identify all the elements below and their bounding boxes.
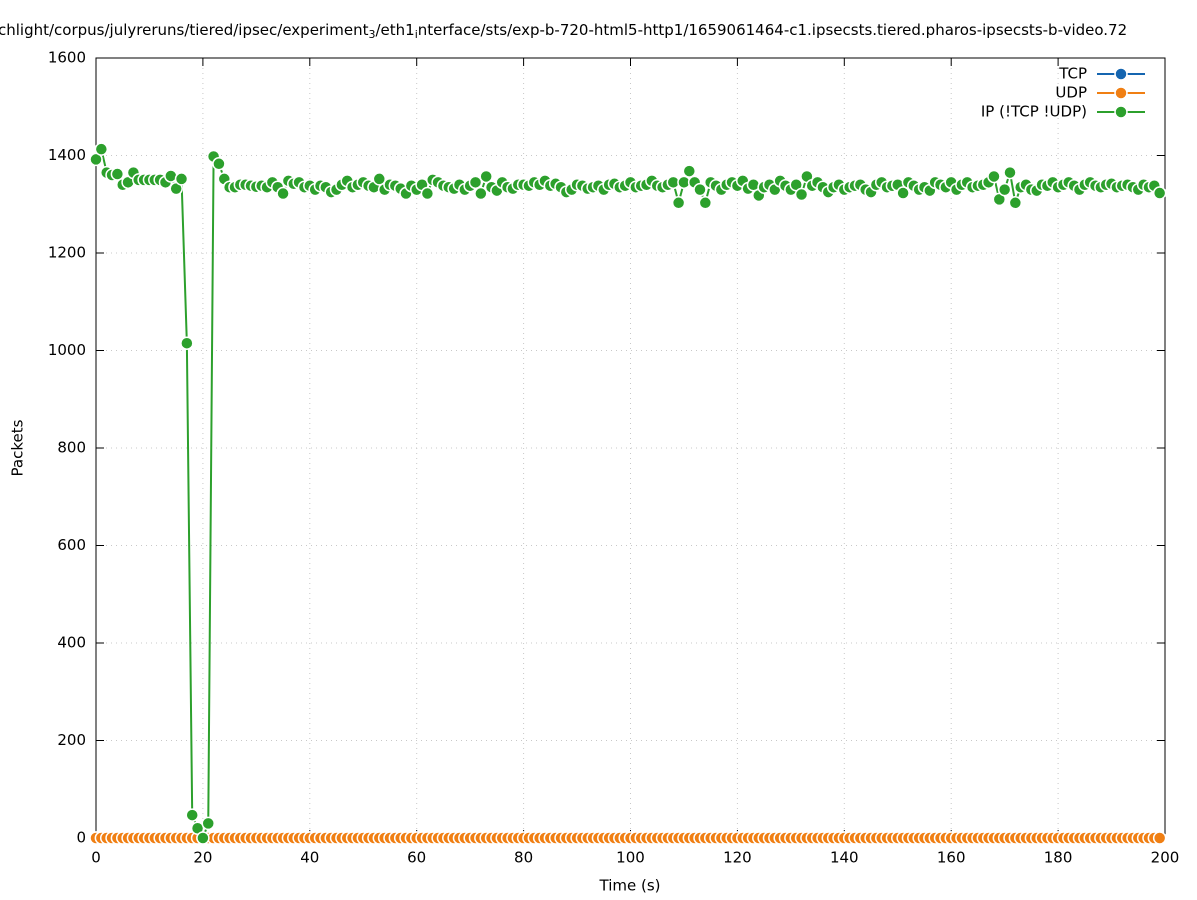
data-point xyxy=(89,152,103,167)
x-tick-label: 100 xyxy=(616,849,645,867)
title-subscript: 3 xyxy=(368,28,375,41)
legend-label: TCP xyxy=(1058,65,1087,83)
x-tick-label: 40 xyxy=(300,849,319,867)
legend-label: UDP xyxy=(1055,84,1087,102)
x-tick-label: 120 xyxy=(723,849,752,867)
x-tick-label: 140 xyxy=(830,849,859,867)
data-point xyxy=(174,172,189,186)
data-point xyxy=(201,816,215,831)
data-point xyxy=(794,187,809,202)
data-point xyxy=(420,186,435,201)
x-tick-label: 0 xyxy=(91,849,101,867)
y-tick-label: 400 xyxy=(57,634,86,652)
title-part: chlight/corpus/julyreruns/tiered/ipsec/e… xyxy=(0,21,369,39)
x-tick-label: 180 xyxy=(1044,849,1073,867)
y-tick-label: 600 xyxy=(57,536,86,554)
data-point xyxy=(468,175,483,190)
y-tick-label: 800 xyxy=(57,439,86,457)
data-point xyxy=(474,186,488,201)
data-point xyxy=(1152,831,1167,845)
data-point xyxy=(671,196,686,210)
title-part: /eth1 xyxy=(375,21,414,39)
legend-marker xyxy=(1114,86,1128,100)
data-point xyxy=(372,172,387,186)
data-point xyxy=(1152,186,1167,200)
data-point xyxy=(212,157,226,171)
legend-label: IP (!TCP !UDP) xyxy=(981,103,1087,121)
data-point xyxy=(479,169,493,184)
y-tick-label: 1600 xyxy=(48,49,86,67)
x-tick-label: 80 xyxy=(514,849,533,867)
data-point xyxy=(196,831,210,845)
data-point xyxy=(110,167,125,181)
data-point xyxy=(987,169,1001,184)
data-point xyxy=(682,164,697,178)
y-tick-label: 0 xyxy=(76,829,86,847)
data-point xyxy=(997,182,1012,197)
title-part: nterface/sts/exp-b-720-html5-http1/16590… xyxy=(418,21,1127,39)
data-point xyxy=(94,142,109,156)
data-point xyxy=(185,808,199,822)
y-axis-label: Packets xyxy=(9,419,27,476)
y-tick-label: 1400 xyxy=(48,146,86,164)
data-point xyxy=(698,196,713,210)
y-tick-label: 1200 xyxy=(48,244,86,262)
data-point xyxy=(896,186,910,200)
x-tick-label: 20 xyxy=(193,849,212,867)
x-tick-label: 160 xyxy=(937,849,966,867)
legend-marker xyxy=(1114,67,1128,81)
y-tick-label: 1000 xyxy=(48,341,86,359)
x-axis-label: Time (s) xyxy=(599,877,661,895)
data-point xyxy=(693,182,707,197)
y-tick-label: 200 xyxy=(57,731,86,749)
data-point xyxy=(1008,196,1023,210)
legend-marker xyxy=(1114,105,1128,119)
x-tick-label: 60 xyxy=(407,849,426,867)
data-point xyxy=(180,336,194,350)
data-point xyxy=(1003,165,1017,180)
data-point xyxy=(276,186,290,201)
chart-title: chlight/corpus/julyreruns/tiered/ipsec/e… xyxy=(0,21,1127,42)
title-subscript: i xyxy=(415,28,418,41)
x-tick-label: 200 xyxy=(1151,849,1180,867)
